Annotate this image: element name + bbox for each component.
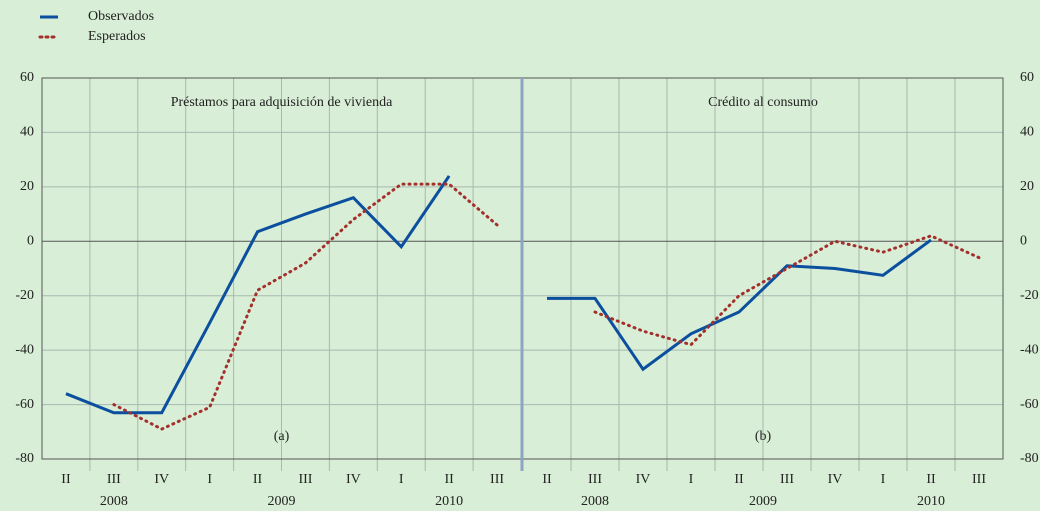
series-line: [112, 182, 499, 431]
y-tick-label: 0: [27, 234, 34, 249]
x-tick-label: I: [881, 472, 886, 487]
x-tick-label: II: [926, 472, 936, 487]
year-label: 2008: [100, 494, 128, 509]
x-tick-label: II: [61, 472, 71, 487]
series-line: [547, 238, 932, 372]
y-tick-label: -80: [15, 451, 34, 466]
panel-annotation: (b): [755, 429, 772, 444]
y-tick-label: 40: [1020, 125, 1034, 140]
x-tick-label: III: [972, 472, 986, 487]
panel-annotation: (a): [274, 429, 290, 444]
x-tick-label: III: [107, 472, 121, 487]
year-label: 2010: [917, 494, 945, 509]
y-tick-label: -20: [15, 288, 34, 303]
year-label: 2008: [581, 494, 609, 509]
panel-title: Préstamos para adquisición de vivienda: [171, 95, 393, 110]
x-tick-label: IV: [154, 472, 169, 487]
x-tick-label: IV: [636, 472, 651, 487]
x-tick-label: IV: [828, 472, 843, 487]
year-label: 2010: [435, 494, 463, 509]
x-tick-label: II: [542, 472, 552, 487]
x-tick-label: I: [689, 472, 694, 487]
x-tick-label: I: [399, 472, 404, 487]
x-tick-label: III: [298, 472, 312, 487]
y-tick-label: 20: [1020, 179, 1034, 194]
x-tick-label: II: [444, 472, 454, 487]
y-tick-label: 0: [1020, 234, 1027, 249]
x-tick-label: III: [780, 472, 794, 487]
y-tick-label: -40: [1020, 342, 1039, 357]
year-label: 2009: [749, 494, 777, 509]
y-tick-label: 40: [20, 125, 34, 140]
y-tick-label: -80: [1020, 451, 1039, 466]
legend-label: Observados: [88, 9, 154, 24]
y-tick-label: -60: [1020, 397, 1039, 412]
y-tick-label: -60: [15, 397, 34, 412]
y-tick-label: -20: [1020, 288, 1039, 303]
year-label: 2009: [268, 494, 296, 509]
x-tick-label: I: [207, 472, 212, 487]
x-tick-label: III: [588, 472, 602, 487]
y-tick-label: 60: [1020, 70, 1034, 85]
x-tick-label: II: [253, 472, 263, 487]
legend-label: Esperados: [88, 29, 146, 44]
series-line: [65, 175, 451, 415]
y-tick-label: -40: [15, 342, 34, 357]
x-tick-label: III: [490, 472, 504, 487]
panel-title: Crédito al consumo: [708, 95, 818, 110]
y-tick-label: 20: [20, 179, 34, 194]
series-line: [593, 234, 981, 347]
y-tick-label: 60: [20, 70, 34, 85]
x-tick-label: II: [734, 472, 744, 487]
x-tick-label: IV: [346, 472, 361, 487]
